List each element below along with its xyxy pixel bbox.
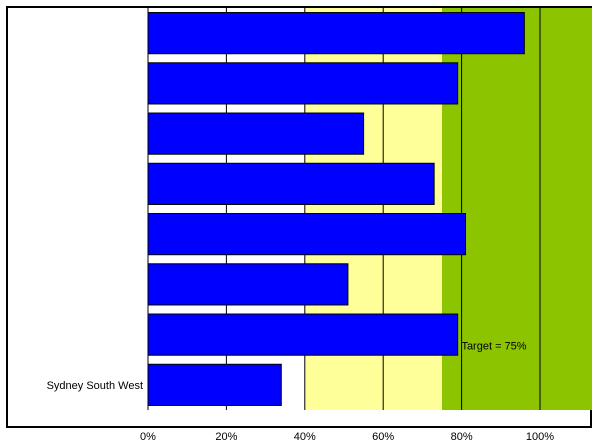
bar-3	[147, 162, 435, 205]
x-tick-label: 40%	[294, 431, 316, 443]
x-axis-ticks: 0% 20% 40% 60% 80% 100%	[140, 431, 554, 443]
band-1	[442, 8, 592, 410]
bar-2	[147, 112, 365, 155]
bar-0	[147, 12, 525, 55]
x-tick-label: 60%	[372, 431, 394, 443]
bar-5	[147, 263, 349, 306]
target-label: Target = 75%	[461, 341, 526, 353]
bar-1	[147, 62, 459, 105]
bar-4	[147, 213, 467, 256]
x-tick-label: 0%	[140, 431, 156, 443]
bar-7	[147, 363, 282, 406]
category-label: Sydney South West	[47, 380, 143, 392]
x-tick-label: 20%	[215, 431, 237, 443]
bar-6	[147, 313, 459, 356]
category-labels: Sydney South West	[47, 380, 143, 392]
x-tick-label: 100%	[526, 431, 554, 443]
x-tick-label: 80%	[451, 431, 473, 443]
